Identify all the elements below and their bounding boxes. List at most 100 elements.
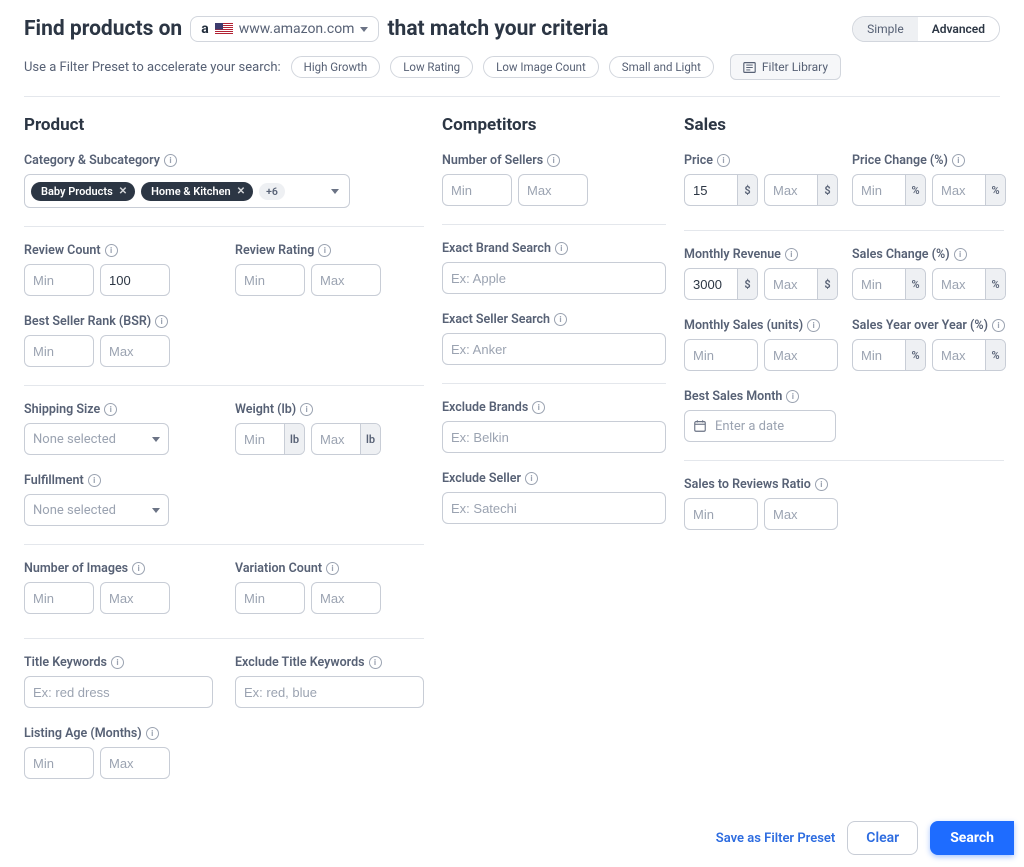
product-column: Product Category & Subcategoryi Baby Pro… bbox=[24, 115, 424, 797]
s2r-min-input[interactable] bbox=[684, 498, 758, 530]
variation-count-min-input[interactable] bbox=[235, 582, 305, 614]
tag-remove-icon[interactable]: ✕ bbox=[237, 186, 245, 197]
info-icon[interactable]: i bbox=[318, 244, 331, 257]
exclude-seller-label: Exclude Selleri bbox=[442, 471, 666, 486]
unit-percent: % bbox=[985, 269, 1005, 299]
preset-high-growth[interactable]: High Growth bbox=[291, 56, 381, 78]
shipping-size-label: Shipping Sizei bbox=[24, 402, 213, 417]
domain-selector[interactable]: a www.amazon.com bbox=[190, 16, 379, 42]
preset-intro: Use a Filter Preset to accelerate your s… bbox=[24, 60, 281, 75]
sales-section-title: Sales bbox=[684, 115, 1004, 135]
bsr-max-input[interactable] bbox=[100, 335, 170, 367]
clear-button[interactable]: Clear bbox=[847, 821, 918, 855]
s2r-max-input[interactable] bbox=[764, 498, 838, 530]
info-icon[interactable]: i bbox=[525, 472, 538, 485]
info-icon[interactable]: i bbox=[786, 390, 799, 403]
exclude-brands-input[interactable] bbox=[442, 421, 666, 453]
date-placeholder: Enter a date bbox=[715, 419, 784, 434]
sales-column: Sales Pricei $ $ Price Change (%)i % % M… bbox=[684, 115, 1004, 797]
info-icon[interactable]: i bbox=[88, 474, 101, 487]
tag-remove-icon[interactable]: ✕ bbox=[119, 186, 127, 197]
chevron-down-icon bbox=[152, 437, 160, 442]
exact-seller-input[interactable] bbox=[442, 333, 666, 365]
info-icon[interactable]: i bbox=[717, 154, 730, 167]
variation-count-max-input[interactable] bbox=[311, 582, 381, 614]
mode-simple[interactable]: Simple bbox=[853, 17, 918, 41]
chevron-down-icon bbox=[360, 27, 368, 32]
exclude-seller-input[interactable] bbox=[442, 492, 666, 524]
preset-low-rating[interactable]: Low Rating bbox=[390, 56, 473, 78]
num-sellers-min-input[interactable] bbox=[442, 174, 512, 206]
chevron-down-icon bbox=[331, 189, 339, 194]
info-icon[interactable]: i bbox=[326, 562, 339, 575]
info-icon[interactable]: i bbox=[952, 154, 965, 167]
review-count-max-input[interactable] bbox=[100, 264, 170, 296]
info-icon[interactable]: i bbox=[785, 248, 798, 261]
search-button[interactable]: Search bbox=[930, 821, 1014, 855]
info-icon[interactable]: i bbox=[954, 248, 967, 261]
info-icon[interactable]: i bbox=[532, 401, 545, 414]
monthly-sales-max-input[interactable] bbox=[764, 339, 838, 371]
exact-seller-label: Exact Seller Searchi bbox=[442, 312, 666, 327]
info-icon[interactable]: i bbox=[132, 562, 145, 575]
unit-dollar: $ bbox=[737, 175, 757, 205]
review-count-min-input[interactable] bbox=[24, 264, 94, 296]
review-rating-label: Review Ratingi bbox=[235, 243, 424, 258]
unit-percent: % bbox=[905, 269, 925, 299]
num-images-max-input[interactable] bbox=[100, 582, 170, 614]
title-prefix: Find products on bbox=[24, 17, 182, 41]
competitors-section-title: Competitors bbox=[442, 115, 666, 135]
shipping-size-select[interactable]: None selected bbox=[24, 423, 169, 455]
preset-small-and-light[interactable]: Small and Light bbox=[609, 56, 714, 78]
monthly-sales-min-input[interactable] bbox=[684, 339, 758, 371]
num-sellers-max-input[interactable] bbox=[518, 174, 588, 206]
unit-percent: % bbox=[905, 340, 925, 370]
title-keywords-input[interactable] bbox=[24, 676, 213, 708]
category-more-count[interactable]: +6 bbox=[259, 183, 285, 200]
listing-age-min-input[interactable] bbox=[24, 747, 94, 779]
info-icon[interactable]: i bbox=[807, 319, 820, 332]
info-icon[interactable]: i bbox=[547, 154, 560, 167]
category-tag: Home & Kitchen✕ bbox=[141, 182, 253, 201]
variation-count-label: Variation Counti bbox=[235, 561, 424, 576]
info-icon[interactable]: i bbox=[104, 403, 117, 416]
fulfillment-label: Fulfillmenti bbox=[24, 473, 424, 488]
unit-dollar: $ bbox=[817, 269, 837, 299]
fulfillment-select[interactable]: None selected bbox=[24, 494, 169, 526]
preset-low-image-count[interactable]: Low Image Count bbox=[483, 56, 599, 78]
best-sales-month-input[interactable]: Enter a date bbox=[684, 410, 836, 442]
exact-brand-input[interactable] bbox=[442, 262, 666, 294]
info-icon[interactable]: i bbox=[155, 315, 168, 328]
listing-age-label: Listing Age (Months)i bbox=[24, 726, 424, 741]
weight-label: Weight (lb)i bbox=[235, 402, 424, 417]
unit-percent: % bbox=[905, 175, 925, 205]
category-select[interactable]: Baby Products✕ Home & Kitchen✕ +6 bbox=[24, 174, 350, 208]
info-icon[interactable]: i bbox=[164, 154, 177, 167]
product-section-title: Product bbox=[24, 115, 424, 135]
mode-advanced[interactable]: Advanced bbox=[918, 17, 999, 41]
review-rating-max-input[interactable] bbox=[311, 264, 381, 296]
num-sellers-label: Number of Sellersi bbox=[442, 153, 666, 168]
save-preset-link[interactable]: Save as Filter Preset bbox=[716, 831, 836, 846]
info-icon[interactable]: i bbox=[555, 242, 568, 255]
info-icon[interactable]: i bbox=[111, 656, 124, 669]
bsr-min-input[interactable] bbox=[24, 335, 94, 367]
info-icon[interactable]: i bbox=[992, 319, 1005, 332]
exclude-title-keywords-input[interactable] bbox=[235, 676, 424, 708]
title-suffix: that match your criteria bbox=[387, 17, 608, 41]
info-icon[interactable]: i bbox=[146, 727, 159, 740]
listing-age-max-input[interactable] bbox=[100, 747, 170, 779]
num-images-min-input[interactable] bbox=[24, 582, 94, 614]
unit-dollar: $ bbox=[737, 269, 757, 299]
info-icon[interactable]: i bbox=[815, 478, 828, 491]
us-flag-icon bbox=[215, 23, 233, 35]
filter-library-button[interactable]: Filter Library bbox=[730, 54, 841, 80]
preset-row: Use a Filter Preset to accelerate your s… bbox=[24, 54, 1000, 97]
info-icon[interactable]: i bbox=[554, 313, 567, 326]
info-icon[interactable]: i bbox=[300, 403, 313, 416]
mode-toggle[interactable]: Simple Advanced bbox=[852, 16, 1000, 42]
info-icon[interactable]: i bbox=[369, 656, 382, 669]
review-rating-min-input[interactable] bbox=[235, 264, 305, 296]
info-icon[interactable]: i bbox=[105, 244, 118, 257]
filter-library-label: Filter Library bbox=[762, 60, 828, 74]
